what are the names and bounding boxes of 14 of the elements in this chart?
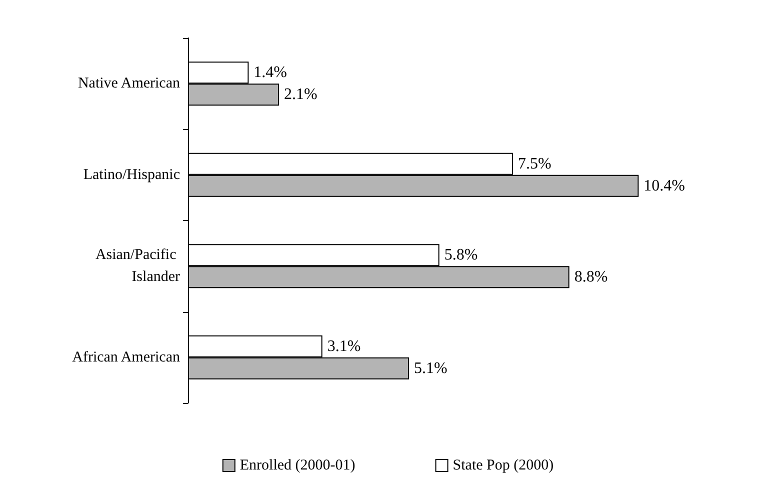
data-label: 8.8%	[574, 268, 608, 286]
data-label: 3.1%	[327, 338, 361, 355]
data-label: 2.1%	[284, 86, 318, 104]
y-tick-label: Native American	[78, 76, 180, 92]
data-label: 7.5%	[518, 155, 552, 172]
y-tick-label: Asian/Pacific Islander	[95, 247, 180, 286]
legend-label: State Pop (2000)	[452, 458, 554, 474]
data-label: 10.4%	[644, 177, 685, 194]
y-tick-label: Latino/Hispanic	[83, 166, 180, 183]
legend-label: Enrolled (2000-01)	[240, 458, 356, 474]
data-label: 5.1%	[414, 360, 448, 377]
y-tick-label: African American	[72, 349, 180, 366]
data-label: 5.8%	[444, 246, 478, 264]
data-label: 1.4%	[254, 64, 287, 82]
